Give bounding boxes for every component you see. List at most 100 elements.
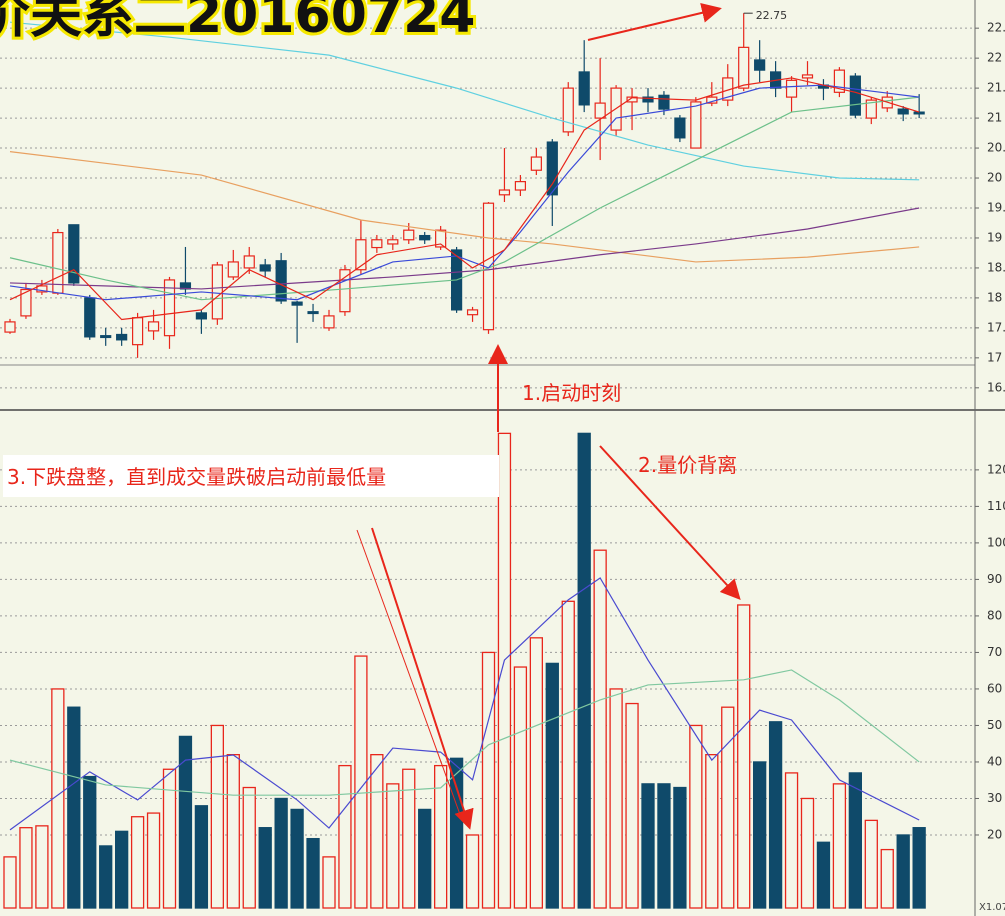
y-tick-label: 90 <box>987 572 1002 586</box>
volume-bar <box>768 721 783 909</box>
y-tick-label: 100 <box>987 535 1005 549</box>
volume-bar <box>609 688 623 909</box>
candle-body <box>849 75 861 116</box>
volume-bar <box>832 783 847 909</box>
arrow <box>587 2 722 41</box>
volume-bar <box>146 812 161 909</box>
volume-bar <box>689 724 703 909</box>
candle-body <box>594 102 606 119</box>
volume-bar <box>115 830 129 909</box>
y-tick-label: 120 <box>987 462 1005 476</box>
scale-label: X1.07 <box>979 902 1005 913</box>
candle-body <box>419 234 431 241</box>
candle-body <box>259 264 271 272</box>
candle-body <box>546 141 558 196</box>
volume-bar <box>896 834 910 909</box>
candle-body <box>435 229 447 248</box>
plot-area: 22.75 <box>0 9 979 909</box>
y-tick-label: 80 <box>987 608 1002 622</box>
y-tick-label: 20 <box>987 827 1002 841</box>
volume-bar <box>465 834 480 909</box>
candle-body <box>355 239 367 271</box>
arrow <box>599 445 741 600</box>
candle-body <box>195 312 207 320</box>
y-tick-label: 19.5 <box>987 200 1005 214</box>
y-tick-label: 21.5 <box>987 81 1005 95</box>
volume-bar <box>226 754 240 909</box>
volume-bar <box>753 761 767 909</box>
candle-body <box>754 59 766 71</box>
y-tick-label: 70 <box>987 645 1002 659</box>
candle-body <box>36 285 48 293</box>
volume-bar <box>816 841 831 909</box>
volume-bar <box>848 772 862 909</box>
volume-bar <box>242 786 256 909</box>
high-label: 22.75 <box>756 9 788 22</box>
candle-body <box>785 79 798 98</box>
volume-bar <box>625 702 639 909</box>
volume-bar <box>433 764 448 909</box>
y-tick-label: 22.5 <box>987 21 1005 35</box>
y-tick-label: 40 <box>987 754 1002 768</box>
y-tick-label: 20.5 <box>987 141 1005 155</box>
arrow <box>356 529 463 821</box>
volume-bar <box>561 600 575 909</box>
volume-bar <box>338 764 352 909</box>
volume-bar <box>513 666 528 909</box>
ma-line <box>9 77 920 321</box>
arrow <box>371 527 474 830</box>
y-tick-label: 60 <box>987 681 1002 695</box>
candle-body <box>578 71 590 106</box>
candle-body <box>163 279 176 337</box>
volume-bar <box>210 724 225 909</box>
volume-bar <box>402 768 416 909</box>
volume-bar <box>178 735 193 909</box>
candle-body <box>514 181 527 191</box>
volume-bar <box>418 808 432 909</box>
volume-bar <box>290 808 304 909</box>
candle-body <box>690 101 702 149</box>
volume-bar <box>545 662 559 909</box>
volume-bar <box>386 783 400 909</box>
arrows <box>356 2 741 830</box>
candle-body <box>323 315 335 329</box>
y-tick-label: 16.5 <box>987 380 1005 394</box>
volume-bar <box>641 783 655 909</box>
candle-body <box>116 333 128 341</box>
volume-bar <box>657 783 671 909</box>
candle-body <box>100 335 112 339</box>
candle-body <box>84 297 96 338</box>
y-tick-label: 18.5 <box>987 260 1005 274</box>
volume-bar <box>737 604 751 909</box>
candle-body <box>658 94 670 110</box>
ma-line <box>9 21 920 181</box>
volume-bar <box>800 797 815 909</box>
volume-bar <box>194 805 209 909</box>
volume-bar <box>354 655 368 909</box>
candle-body <box>227 261 239 278</box>
candle-body <box>897 108 909 115</box>
chart-title: 价关系二20160724 <box>0 0 475 45</box>
volume-bar <box>370 754 384 909</box>
y-tick-label: 110 <box>987 499 1005 513</box>
volume-bar <box>529 637 543 909</box>
y-tick-label: 18 <box>987 290 1002 304</box>
annotation-box <box>3 455 499 497</box>
volume-bar <box>99 845 113 909</box>
volume-bar <box>67 706 81 909</box>
candle-body <box>68 224 80 284</box>
candle-body <box>339 269 351 313</box>
candle-body <box>20 288 32 317</box>
ma-line <box>9 207 920 290</box>
volume-bar <box>673 786 687 909</box>
volume-bar <box>593 549 607 909</box>
y-tick-label: 17.5 <box>987 320 1005 334</box>
volume-bar <box>784 772 799 909</box>
candle-body <box>403 229 415 241</box>
annotation: 3.下跌盘整，直到成交量跌破启动前最低量 <box>7 465 386 489</box>
candle-body <box>674 117 686 139</box>
candle-body <box>865 99 877 119</box>
volume-bar <box>721 706 735 909</box>
candle-body <box>466 309 479 316</box>
